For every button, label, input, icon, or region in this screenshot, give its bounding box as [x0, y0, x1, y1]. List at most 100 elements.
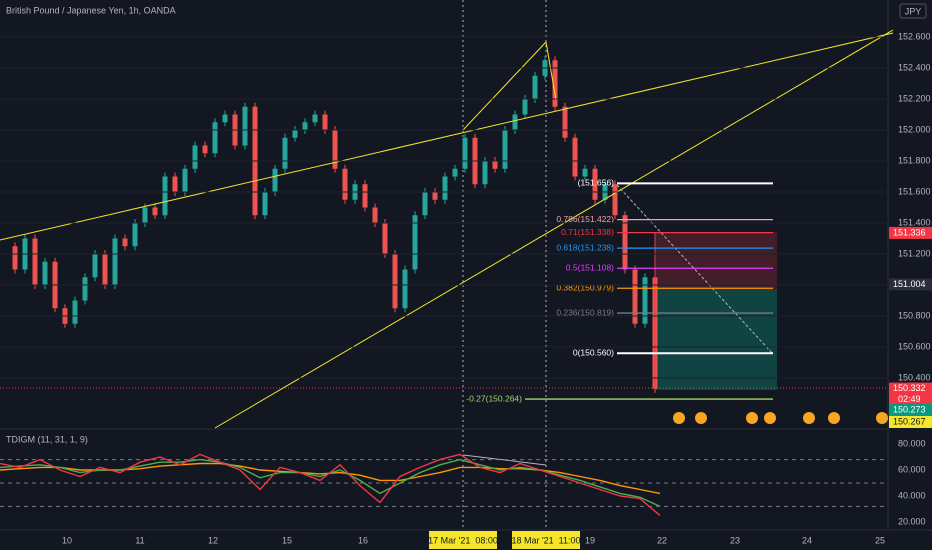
- fib-label: 0.236(150.819): [556, 307, 614, 317]
- indicator-tick-label: 20.000: [898, 516, 926, 526]
- candle-body: [202, 145, 208, 154]
- candle-body: [362, 184, 368, 208]
- candle-body: [272, 168, 278, 192]
- candle-body: [212, 122, 218, 154]
- event-icon: [695, 412, 707, 424]
- candle-body: [522, 99, 528, 115]
- indicator-tick-label: 60.000: [898, 464, 926, 474]
- candle-body: [162, 176, 168, 216]
- candle-body: [222, 114, 228, 123]
- price-badge-label: 150.273: [893, 404, 926, 414]
- candle-body: [462, 137, 468, 169]
- price-badge: [889, 382, 932, 395]
- price-tick-label: 152.600: [898, 31, 931, 41]
- price-tick-label: 150.600: [898, 341, 931, 351]
- price-axis: 152.600 152.400 152.200 152.000 151.800 151.6…: [0, 31, 932, 428]
- fib-label: 0.5(151.108): [566, 263, 614, 273]
- candle-body: [282, 137, 288, 169]
- event-icon: [764, 412, 776, 424]
- candle-body: [552, 60, 558, 107]
- indicator-line: [0, 453, 661, 517]
- candle-body: [82, 277, 88, 301]
- candle-body: [102, 254, 108, 285]
- candle-body: [492, 161, 498, 169]
- price-tick-label: 151.600: [898, 186, 931, 196]
- candle-body: [172, 176, 178, 192]
- candle-body: [532, 75, 538, 99]
- candle-body: [612, 184, 618, 216]
- candle-body: [122, 238, 128, 247]
- candle-body: [42, 261, 48, 285]
- currency-box: [899, 3, 927, 19]
- time-highlight: [429, 531, 497, 549]
- candle-body: [142, 207, 148, 223]
- event-icons: [673, 412, 888, 424]
- countdown: 02:49: [898, 394, 921, 404]
- time-axis: 10 11 12 15 16 19 22 23 24 25 17 Mar '21 08:00 18 M…: [62, 531, 885, 549]
- candle-body: [412, 215, 418, 270]
- indicator: 80.000 60.000 40.000 20.000: [0, 438, 926, 526]
- event-icon: [803, 412, 815, 424]
- candle-body: [572, 137, 578, 177]
- time-tick-label: 24: [802, 535, 812, 545]
- candle-body: [132, 223, 138, 247]
- price-tick-label: 152.000: [898, 124, 931, 134]
- fib-label: 0.71(151.338): [561, 227, 614, 237]
- candle-body: [192, 145, 198, 169]
- event-icon: [828, 412, 840, 424]
- time-highlight: [512, 531, 580, 549]
- time-tick-label: 25: [875, 535, 885, 545]
- trend-line: [214, 29, 894, 429]
- time-tick-label: 11: [135, 535, 144, 545]
- candle-body: [292, 130, 298, 138]
- panes: [0, 0, 932, 531]
- price-tick-label: 152.200: [898, 93, 931, 103]
- candle-body: [442, 176, 448, 200]
- candle-body: [322, 114, 328, 130]
- candle-body: [32, 238, 38, 285]
- candle-body: [562, 106, 568, 138]
- candle-body: [312, 114, 318, 123]
- indicator-title: TDIGM (11, 31, 1, 9): [6, 434, 88, 444]
- price-badge-label: 150.267: [893, 416, 926, 426]
- trend-line: [462, 41, 547, 131]
- candle-body: [342, 168, 348, 200]
- candle-body: [332, 130, 338, 169]
- fib-label: 0.618(151.238): [556, 242, 614, 252]
- event-icon: [876, 412, 888, 424]
- candle-body: [502, 130, 508, 169]
- candle-body: [262, 192, 268, 216]
- event-icon: [746, 412, 758, 424]
- price-badge: [889, 278, 932, 291]
- candle-body: [582, 168, 588, 177]
- time-highlight-label: 17 Mar '21 08:00: [428, 535, 498, 545]
- candle-body: [642, 277, 648, 324]
- stop-zone: [655, 232, 777, 289]
- candle-body: [302, 122, 308, 130]
- candle-body: [632, 269, 638, 324]
- candle-body: [112, 238, 118, 285]
- candle-body: [622, 215, 628, 270]
- price-tick-label: 150.800: [898, 310, 931, 320]
- time-tick-label: 23: [730, 535, 740, 545]
- candle-body: [12, 246, 18, 270]
- candle-body: [512, 114, 518, 130]
- symbol-title: British Pound / Japanese Yen, 1h, OANDA: [6, 5, 176, 15]
- indicator-tick-label: 40.000: [898, 490, 926, 500]
- time-tick-label: 22: [657, 535, 667, 545]
- candle-body: [152, 207, 158, 216]
- price-tick-label: 150.400: [898, 372, 931, 382]
- candle-body: [382, 223, 388, 254]
- candle-body: [182, 168, 188, 192]
- fib-label: 0.382(150.979): [556, 283, 614, 293]
- time-tick-label: 10: [62, 535, 72, 545]
- price-tick-label: 151.200: [898, 248, 931, 258]
- candle-body: [482, 161, 488, 185]
- trend-line: [545, 41, 557, 101]
- price-badge: [889, 404, 932, 416]
- projection-line: [616, 184, 774, 355]
- price-badge-label: 150.332: [893, 383, 926, 393]
- price-badge-label: 151.336: [893, 227, 926, 237]
- time-tick-label: 12: [208, 535, 218, 545]
- candle-body: [592, 168, 598, 200]
